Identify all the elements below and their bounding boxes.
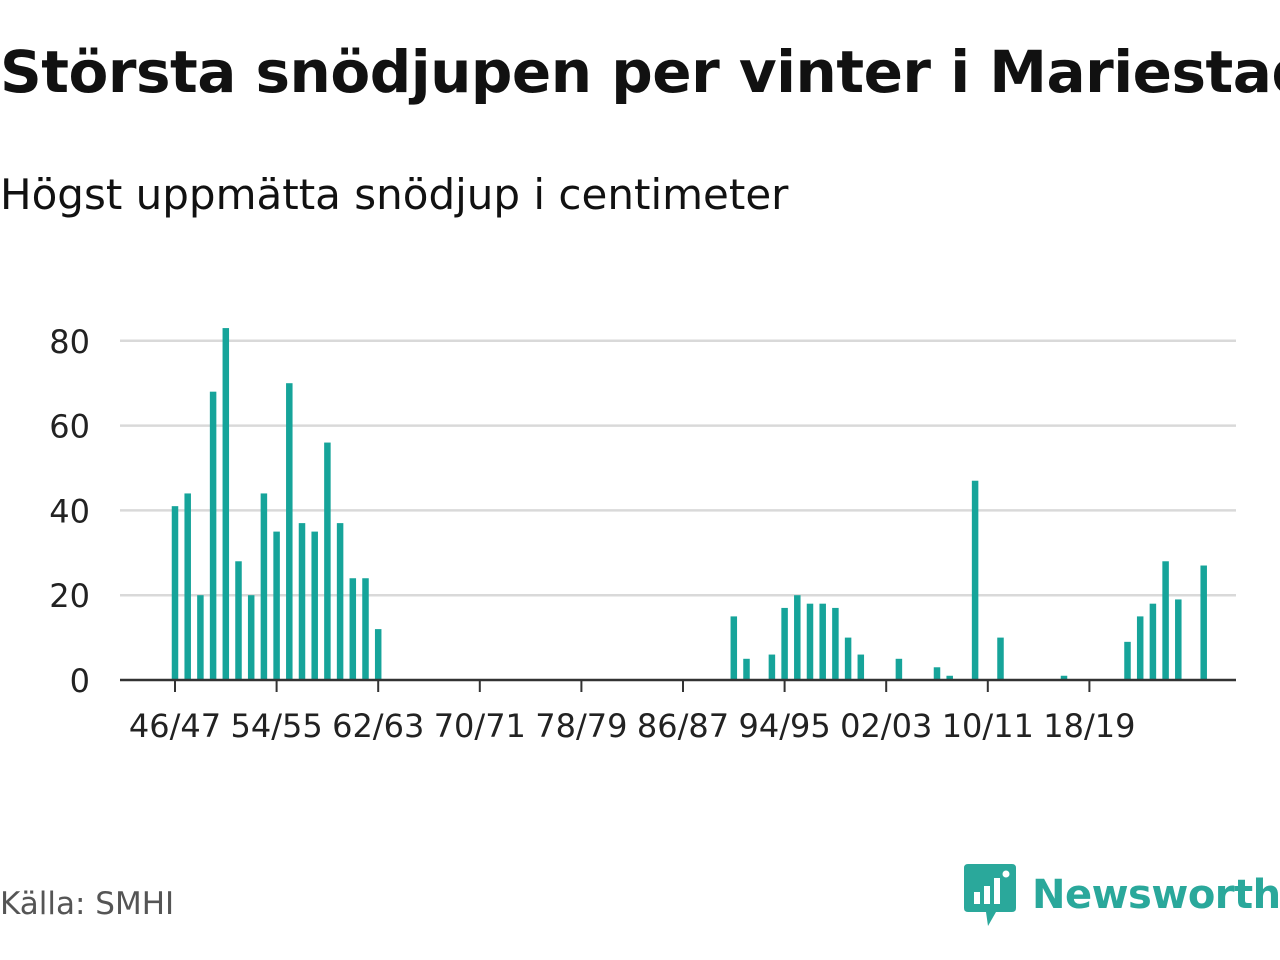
bar-47/48	[184, 493, 191, 680]
x-tick-label: 86/87	[637, 707, 729, 745]
bar-00/01	[857, 654, 865, 680]
source-note: Källa: SMHI	[0, 886, 175, 922]
bar-99/00	[844, 637, 852, 680]
x-tick-label: 18/19	[1043, 707, 1135, 745]
y-tick-label: 80	[49, 323, 90, 361]
bar-03/04	[895, 658, 903, 680]
bar-50/51	[222, 328, 230, 680]
bar-07/08	[946, 675, 953, 680]
bar-58/59	[324, 442, 331, 680]
x-tick-label: 10/11	[942, 707, 1034, 745]
bar-27/28	[1200, 565, 1207, 680]
bar-95/96	[794, 595, 801, 680]
bar-61/62	[362, 578, 369, 680]
bar-25/26	[1175, 599, 1182, 680]
chart-subtitle: Högst uppmätta snödjup i centimeter	[0, 170, 789, 219]
bar-97/98	[819, 603, 826, 680]
x-tick-label: 02/03	[840, 707, 932, 745]
bar-96/97	[806, 603, 814, 680]
bar-60/61	[349, 578, 357, 680]
bar-54/55	[273, 531, 280, 680]
x-tick-label: 46/47	[129, 707, 221, 745]
y-tick-label: 0	[70, 662, 90, 700]
bar-24/25	[1162, 561, 1169, 680]
y-tick-label: 40	[49, 492, 90, 530]
x-tick-label: 62/63	[332, 707, 424, 745]
bar-90/91	[730, 616, 738, 680]
brand-name: Newsworthy	[1032, 872, 1280, 918]
bar-56/57	[298, 523, 306, 680]
bar-11/12	[997, 637, 1004, 680]
newsworthy-logo: Newsworthy	[964, 864, 1280, 926]
bar-94/95	[781, 607, 788, 680]
bar-chart-logo-icon	[964, 864, 1016, 926]
bar-62/63	[374, 629, 382, 680]
bar-59/60	[336, 523, 344, 680]
y-tick-label: 20	[49, 577, 90, 615]
bar-52/53	[247, 595, 255, 680]
bar-21/22	[1124, 641, 1131, 680]
bar-06/07	[933, 667, 941, 680]
bar-57/58	[311, 531, 318, 680]
bar-98/99	[832, 607, 839, 680]
bar-23/24	[1149, 603, 1157, 680]
bar-91/92	[743, 658, 750, 680]
x-tick-label: 78/79	[535, 707, 627, 745]
bar-46/47	[171, 506, 179, 680]
x-tick-label: 94/95	[738, 707, 830, 745]
bar-16/17	[1060, 675, 1068, 680]
bar-51/52	[235, 561, 242, 680]
y-tick-label: 60	[49, 408, 90, 446]
bar-09/10	[971, 480, 979, 680]
bar-49/50	[209, 391, 217, 680]
bar-55/56	[286, 383, 293, 680]
bar-48/49	[197, 595, 204, 680]
x-tick-label: 70/71	[434, 707, 526, 745]
bar-22/23	[1136, 616, 1144, 680]
x-tick-label: 54/55	[230, 707, 322, 745]
chart-title: Största snödjupen per vinter i Mariestad	[0, 38, 1280, 106]
bar-53/54	[260, 493, 268, 680]
bar-93/94	[768, 654, 776, 680]
